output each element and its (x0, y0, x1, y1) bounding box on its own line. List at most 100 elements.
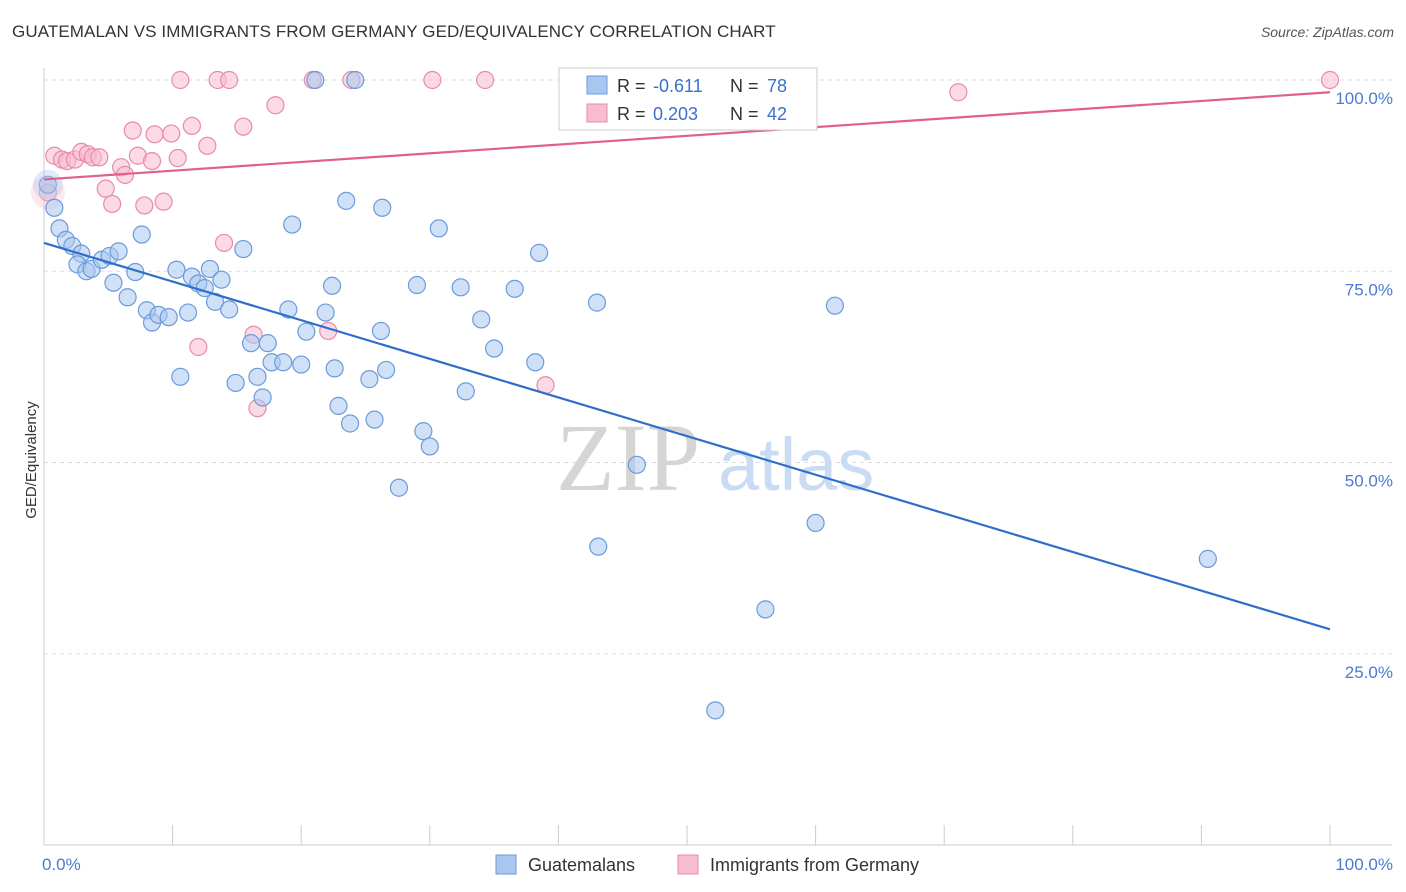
guatemalan-point-54 (376, 360, 396, 380)
guatemalan-point-59 (429, 219, 448, 238)
germany-point-27 (220, 70, 239, 90)
guatemalan-point-52 (371, 321, 391, 341)
guatemalan-point-32 (241, 334, 261, 353)
guatemalan-point-66 (530, 243, 549, 262)
germany-point-40 (1320, 70, 1340, 90)
germany-point-21 (171, 70, 190, 90)
guatemalan-edge-blob (32, 169, 63, 200)
guatemalan-point-53 (373, 198, 392, 217)
x-tick-label-1: 100.0% (1335, 855, 1393, 874)
legend-r-value-1: -0.611 (653, 76, 703, 96)
germany-point-16 (142, 151, 162, 171)
guatemalan-point-63 (485, 339, 504, 358)
guatemalan-point-15 (132, 225, 151, 244)
germany-point-15 (135, 196, 154, 215)
guatemalan-point-61 (456, 382, 475, 401)
guatemalan-point-41 (297, 322, 316, 341)
germany-point-17 (145, 125, 164, 144)
germany-point-39 (949, 83, 968, 102)
germany-point-8 (90, 148, 109, 167)
trend-line-germany (43, 91, 1331, 181)
guatemalan-point-50 (360, 370, 379, 389)
grid-lines (44, 79, 1392, 655)
y-tick-label-2: 75.0% (1345, 280, 1393, 299)
guatemalan-point-42 (306, 70, 325, 90)
legend-bottom: Guatemalans Immigrants from Germany (495, 854, 919, 875)
guatemalan-point-35 (258, 334, 277, 353)
guatemalan-point-46 (329, 396, 348, 415)
germany-point-20 (168, 148, 187, 168)
germany-point-13 (123, 121, 142, 140)
guatemalan-point-67 (587, 293, 607, 312)
germany-point-36 (475, 70, 495, 90)
legend-r-label-2: R = (617, 104, 646, 124)
guatemalan-point-43 (316, 303, 335, 322)
guatemalan-point-34 (253, 388, 272, 407)
guatemalan-point-55 (389, 478, 409, 497)
guatemalan-point-21 (171, 367, 190, 386)
guatemalan-point-12 (104, 273, 123, 292)
guatemalan-point-31 (234, 239, 253, 259)
guatemalan-point-20 (167, 260, 186, 279)
guatemalan-point-51 (365, 410, 384, 429)
series-guatemalans (32, 70, 1217, 720)
legend-bottom-swatch-blue (495, 854, 517, 875)
trend-line-guatemalans (43, 241, 1331, 631)
legend-n-label-1: N = (730, 76, 759, 96)
germany-point-10 (103, 194, 122, 214)
germany-point-31 (266, 96, 285, 115)
germany-point-23 (189, 337, 208, 357)
guatemalan-point-72 (806, 513, 825, 533)
guatemalan-point-33 (248, 367, 267, 386)
germany-point-24 (198, 136, 217, 155)
guatemalan-point-11 (109, 242, 128, 261)
guatemalan-point-60 (451, 278, 470, 297)
y-tick-labels: 25.0% 50.0% 75.0% 100.0% (1335, 89, 1393, 682)
axes (43, 68, 1392, 846)
x-tick-labels: 0.0% 100.0% (42, 855, 1393, 874)
guatemalan-point-38 (279, 300, 298, 319)
guatemalan-point-68 (589, 537, 608, 556)
germany-point-28 (234, 117, 253, 136)
guatemalan-point-58 (420, 437, 439, 456)
germany-point-9 (96, 179, 115, 198)
y-axis-label: GED/Equivalency (23, 401, 40, 519)
guatemalan-point-70 (706, 701, 725, 720)
guatemalan-point-74 (1198, 549, 1217, 568)
x-tick-label-0: 0.0% (42, 855, 81, 874)
guatemalan-point-28 (212, 270, 231, 289)
germany-point-35 (423, 70, 442, 90)
guatemalan-point-57 (414, 422, 433, 441)
legend-r-label-1: R = (617, 76, 646, 96)
germany-point-22 (182, 116, 201, 136)
trend-lines (43, 91, 1331, 631)
guatemalan-point-49 (346, 70, 365, 90)
guatemalan-point-1 (45, 198, 64, 217)
guatemalan-point-22 (178, 303, 198, 322)
guatemalan-point-47 (337, 191, 356, 210)
guatemalan-point-0 (38, 175, 57, 194)
guatemalan-point-45 (325, 359, 344, 378)
guatemalan-point-13 (118, 288, 137, 307)
guatemalan-point-39 (283, 215, 302, 234)
guatemalan-point-44 (322, 276, 342, 295)
germany-point-26 (214, 233, 234, 253)
legend-bottom-label-blue: Guatemalans (528, 855, 635, 875)
y-tick-label-3: 100.0% (1335, 89, 1393, 108)
guatemalan-point-64 (505, 279, 524, 298)
legend-bottom-label-pink: Immigrants from Germany (710, 855, 919, 875)
watermark: ZIP atlas (556, 404, 874, 511)
guatemalan-point-19 (159, 308, 178, 327)
germany-point-18 (154, 192, 173, 211)
guatemalan-point-69 (627, 455, 646, 474)
guatemalan-point-56 (407, 275, 427, 295)
guatemalan-point-40 (292, 355, 311, 374)
legend-top: R = -0.611 N = 78 R = 0.203 N = 42 (558, 67, 818, 131)
legend-swatch-pink (586, 103, 608, 123)
legend-r-value-2: 0.203 (653, 104, 698, 124)
legend-swatch-blue (586, 75, 608, 95)
legend-n-value-2: 42 (767, 104, 787, 124)
source-label: Source: ZipAtlas.com (1260, 24, 1394, 40)
watermark-atlas: atlas (718, 423, 874, 506)
